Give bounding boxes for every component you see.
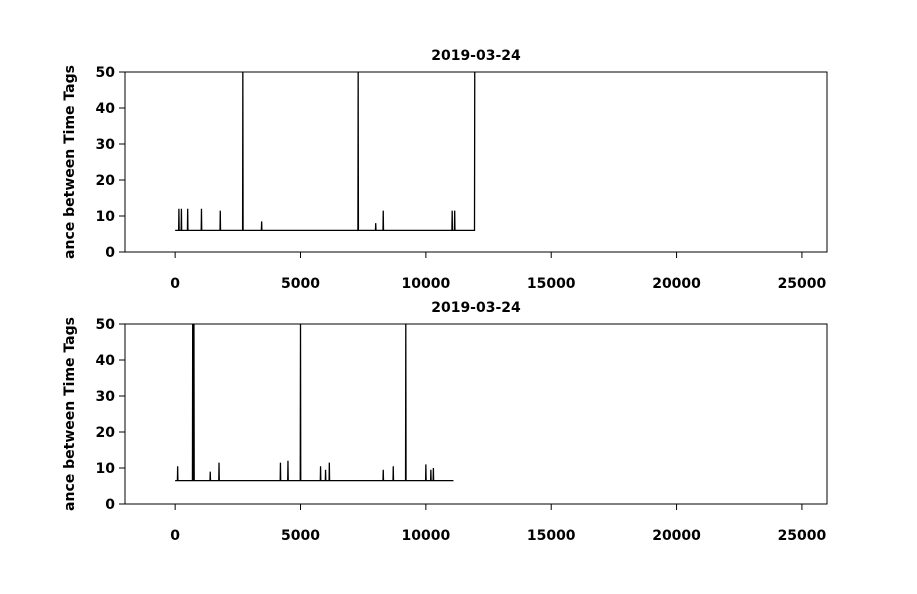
y-tick-label: 40: [96, 101, 116, 117]
x-tick-label: 5000: [281, 276, 320, 292]
chart-title: 2019-03-24: [431, 48, 521, 64]
x-tick-label: 25000: [778, 528, 827, 544]
y-tick-label: 0: [105, 497, 115, 513]
chart-title: 2019-03-24: [431, 300, 521, 316]
x-tick-label: 10000: [401, 528, 450, 544]
x-tick-label: 5000: [281, 528, 320, 544]
x-tick-label: 0: [170, 276, 180, 292]
y-tick-label: 50: [96, 317, 116, 333]
x-tick-label: 0: [170, 528, 180, 544]
x-tick-label: 25000: [778, 276, 827, 292]
x-tick-label: 15000: [527, 528, 576, 544]
x-tick-label: 10000: [401, 276, 450, 292]
data-line: [175, 71, 476, 232]
x-tick-label: 20000: [652, 528, 701, 544]
x-tick-label: 20000: [652, 276, 701, 292]
y-tick-label: 10: [96, 209, 116, 225]
plot-frame: [124, 71, 828, 253]
x-tick-label: 15000: [527, 276, 576, 292]
y-axis-label: ance between Time Tags: [62, 317, 78, 511]
y-axis-label: ance between Time Tags: [62, 65, 78, 259]
y-tick-label: 20: [96, 425, 116, 441]
y-tick-label: 50: [96, 65, 116, 81]
plot-frame: [124, 323, 828, 505]
y-tick-label: 30: [96, 137, 116, 153]
y-tick-label: 30: [96, 389, 116, 405]
y-tick-label: 0: [105, 245, 115, 261]
data-line: [175, 323, 454, 482]
y-tick-label: 10: [96, 461, 116, 477]
y-tick-label: 20: [96, 173, 116, 189]
y-tick-label: 40: [96, 353, 116, 369]
